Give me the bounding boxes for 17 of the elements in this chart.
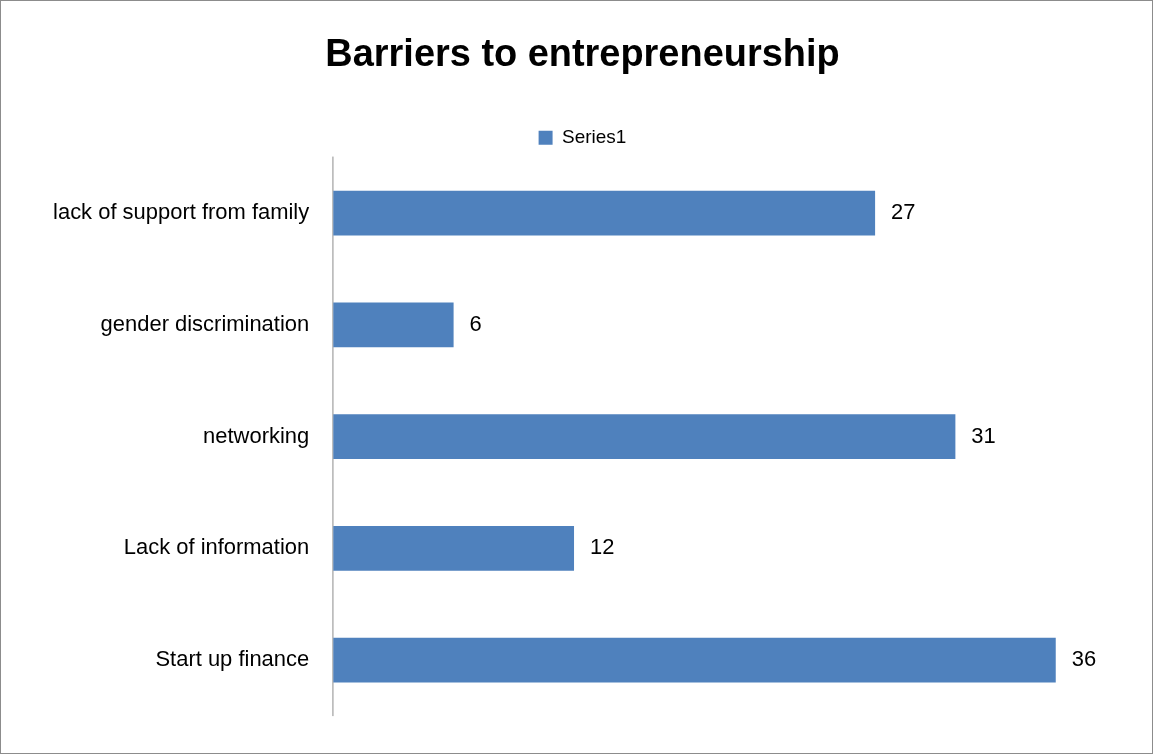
bar — [333, 190, 876, 236]
bar — [333, 302, 454, 348]
y-tick-label: Lack of information — [123, 534, 310, 560]
data-label: 31 — [971, 422, 996, 448]
y-tick-label: lack of support from family — [53, 199, 310, 225]
data-label: 27 — [891, 199, 916, 225]
bar — [333, 525, 575, 571]
bar — [333, 637, 1056, 683]
data-label: 12 — [590, 534, 615, 560]
y-tick-label: Start up finance — [155, 646, 310, 672]
bar — [333, 414, 956, 459]
y-tick-label: networking — [203, 422, 310, 448]
data-label: 6 — [469, 310, 482, 336]
y-tick-label: gender discrimination — [100, 310, 310, 336]
legend-label: Series1 — [562, 125, 627, 147]
chart-title: Barriers to entrepreneurship — [325, 32, 840, 75]
data-label: 36 — [1071, 646, 1097, 672]
